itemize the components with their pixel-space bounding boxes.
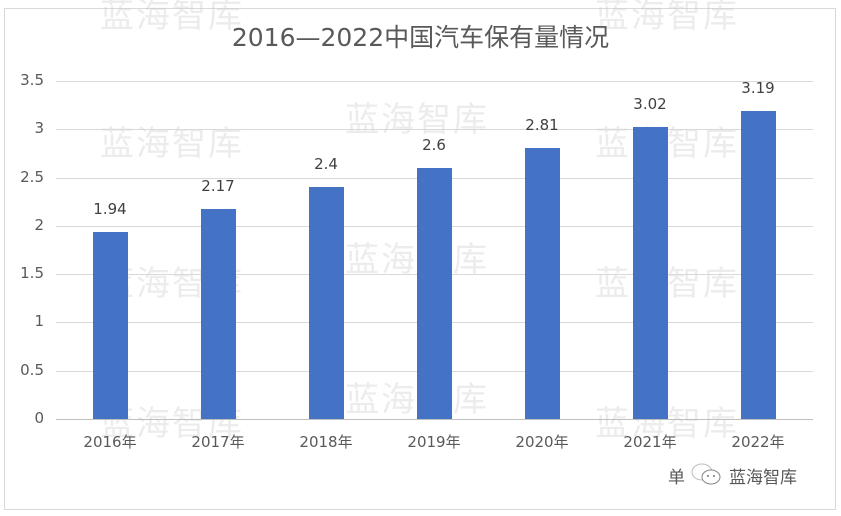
- x-tick-label: 2016年: [83, 433, 137, 451]
- gridline: [56, 129, 813, 130]
- x-tick-label: 2020年: [515, 433, 569, 451]
- gridline: [56, 81, 813, 82]
- bar: [92, 232, 128, 419]
- x-tick-label: 2017年: [191, 433, 245, 451]
- x-tick-label: 2019年: [407, 433, 461, 451]
- data-label: 2.6: [422, 136, 446, 154]
- y-tick-label: 3.5: [20, 71, 44, 89]
- y-tick-label: 1: [34, 312, 44, 330]
- footer-source: 单 蓝海智库: [668, 462, 797, 488]
- wechat-icon: [691, 463, 721, 485]
- bar: [524, 148, 560, 419]
- y-tick-label: 3: [34, 119, 44, 137]
- bar: [308, 187, 344, 419]
- x-tick-label: 2021年: [623, 433, 677, 451]
- data-label: 3.19: [741, 79, 775, 97]
- data-label: 2.81: [525, 116, 559, 134]
- chart-title: 2016—2022中国汽车保有量情况: [231, 23, 610, 52]
- y-tick-label: 0.5: [20, 361, 44, 379]
- source-label: 蓝海智库: [729, 467, 797, 488]
- bar: [416, 168, 452, 419]
- y-tick-label: 2: [34, 216, 44, 234]
- x-axis-line: [56, 419, 813, 420]
- y-tick-label: 0: [34, 409, 44, 427]
- unit-label: 单: [668, 467, 685, 488]
- data-label: 2.4: [314, 155, 338, 173]
- bar: [200, 209, 236, 419]
- data-label: 2.17: [201, 177, 235, 195]
- x-tick-label: 2022年: [731, 433, 785, 451]
- y-tick-label: 1.5: [20, 264, 44, 282]
- bar: [632, 127, 668, 419]
- x-tick-label: 2018年: [299, 433, 353, 451]
- bar: [740, 111, 776, 419]
- data-label: 1.94: [93, 200, 127, 218]
- data-label: 3.02: [633, 95, 667, 113]
- y-tick-label: 2.5: [20, 168, 44, 186]
